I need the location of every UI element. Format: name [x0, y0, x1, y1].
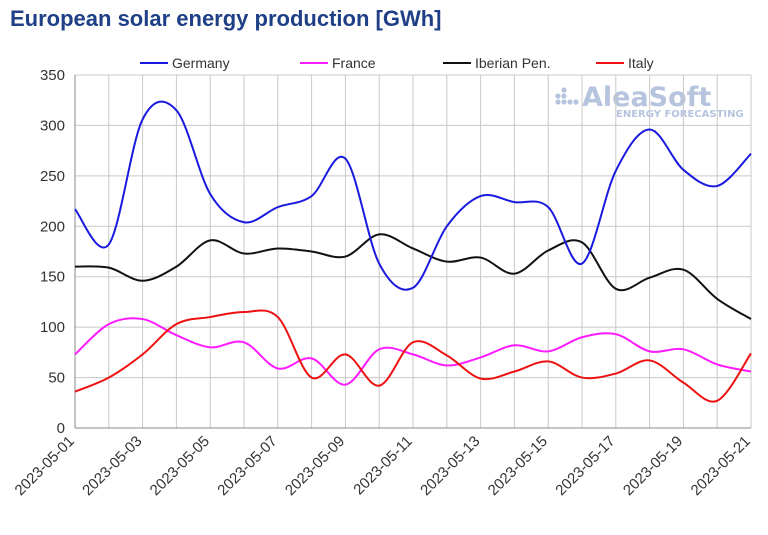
legend-label-germany: Germany	[172, 55, 230, 71]
series-line-iberian-pen	[74, 233, 752, 320]
x-tick-label-1: 2023-05-03	[79, 433, 145, 499]
series-lines	[74, 100, 752, 403]
y-tick-label-300: 300	[40, 117, 65, 134]
y-tick-label-0: 0	[57, 420, 65, 437]
legend-label-italy: Italy	[628, 55, 654, 71]
logo-dot-1	[561, 93, 567, 99]
y-tick-label-350: 350	[40, 67, 65, 84]
x-tick-label-9: 2023-05-19	[620, 433, 686, 499]
x-tick-label-10: 2023-05-21	[688, 433, 754, 499]
x-tick-label-6: 2023-05-13	[417, 433, 483, 499]
chart-title: European solar energy production [GWh]	[10, 6, 442, 31]
y-tick-label-150: 150	[40, 269, 65, 286]
x-tick-label-5: 2023-05-11	[350, 433, 415, 498]
x-tick-label-3: 2023-05-07	[214, 433, 280, 499]
logo-dot-6	[561, 87, 567, 93]
x-tick-label-0: 2023-05-01	[12, 433, 78, 499]
y-tick-label-200: 200	[40, 218, 65, 235]
logo-dot-4	[567, 99, 573, 105]
legend-label-france: France	[332, 55, 376, 71]
logo-dot-2	[555, 99, 561, 105]
logo-dot-5	[573, 99, 579, 105]
legend-label-iberian-pen: Iberian Pen.	[475, 55, 551, 71]
y-tick-label-50: 50	[48, 370, 65, 387]
x-tick-label-7: 2023-05-15	[485, 433, 551, 499]
grid	[74, 74, 752, 429]
series-line-italy	[74, 309, 752, 403]
logo-subtext: ENERGY FORECASTING	[616, 109, 744, 120]
logo-dot-3	[561, 99, 567, 105]
y-tick-label-100: 100	[40, 319, 65, 336]
logo-dot-0	[555, 93, 561, 99]
legend: Germany France Iberian Pen. Italy	[140, 55, 654, 71]
series-line-germany	[74, 100, 752, 291]
series-line-france	[74, 317, 752, 386]
logo-text: AleaSoft	[582, 82, 711, 113]
x-tick-label-8: 2023-05-17	[552, 433, 618, 499]
x-tick-label-4: 2023-05-09	[282, 433, 348, 499]
x-tick-label-2: 2023-05-05	[147, 433, 213, 499]
y-tick-label-250: 250	[40, 168, 65, 185]
